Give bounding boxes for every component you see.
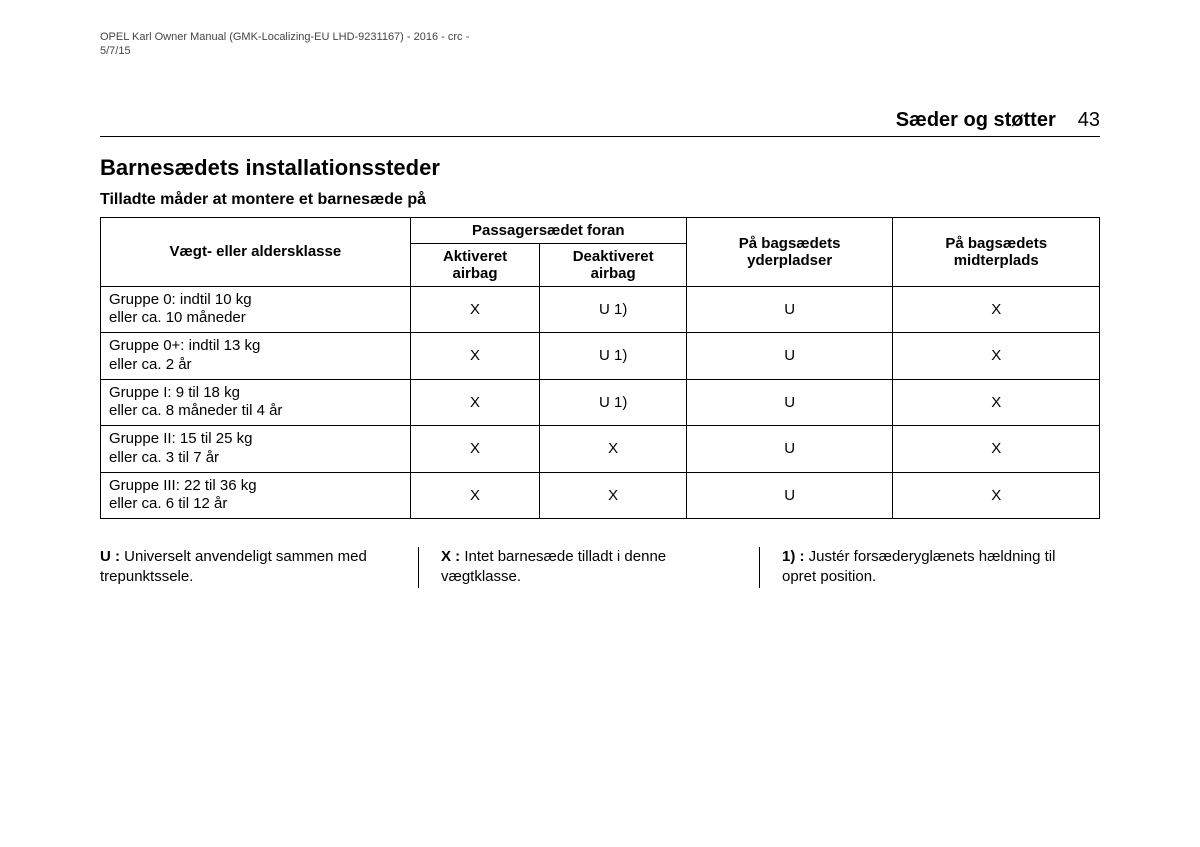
cell-rear-outer: U [686,379,893,426]
cell-airbag-off: X [540,472,686,519]
legend-x-key: X : [441,548,460,565]
th-rear-outer: På bagsædets yderpladser [686,217,893,286]
table-row: Gruppe II: 15 til 25 kg eller ca. 3 til … [101,426,1100,473]
legend-1-key: 1) : [782,548,805,565]
th-weight-class: Vægt- eller aldersklasse [101,217,411,286]
row-label: Gruppe I: 9 til 18 kg eller ca. 8 månede… [101,379,411,426]
cell-airbag-off: U 1) [540,333,686,380]
cell-airbag-on: X [410,286,540,333]
th-rear-center: På bagsædets midterplads [893,217,1100,286]
legend-x: X : Intet barnesæde tilladt i denne vægt… [418,547,759,588]
table-row: Gruppe 0: indtil 10 kg eller ca. 10 måne… [101,286,1100,333]
th-airbag-on: Aktiveret airbag [410,243,540,286]
cell-rear-center: X [893,286,1100,333]
page-number: 43 [1078,109,1100,132]
cell-rear-center: X [893,472,1100,519]
table-row: Gruppe I: 9 til 18 kg eller ca. 8 månede… [101,379,1100,426]
cell-airbag-on: X [410,426,540,473]
legend-1-text: Justér forsæderyglænets hældning til opr… [782,548,1055,585]
cell-rear-outer: U [686,286,893,333]
cell-rear-outer: U [686,472,893,519]
legend-u-text: Universelt anvendeligt sammen med trepun… [100,548,367,585]
legend-1: 1) : Justér forsæderyglænets hældning ti… [759,547,1100,588]
table-row: Gruppe III: 22 til 36 kg eller ca. 6 til… [101,472,1100,519]
row-label: Gruppe 0+: indtil 13 kg eller ca. 2 år [101,333,411,380]
main-heading: Barnesædets installationssteder [100,155,1100,181]
cell-rear-outer: U [686,333,893,380]
meta-line-1: OPEL Karl Owner Manual (GMK-Localizing-E… [100,30,1100,44]
cell-airbag-off: U 1) [540,379,686,426]
cell-rear-center: X [893,426,1100,473]
row-label: Gruppe II: 15 til 25 kg eller ca. 3 til … [101,426,411,473]
meta-line-2: 5/7/15 [100,44,1100,58]
row-label: Gruppe 0: indtil 10 kg eller ca. 10 måne… [101,286,411,333]
table-row: Gruppe 0+: indtil 13 kg eller ca. 2 år X… [101,333,1100,380]
cell-airbag-off: U 1) [540,286,686,333]
sub-heading: Tilladte måder at montere et barnesæde p… [100,191,1100,209]
cell-rear-center: X [893,333,1100,380]
cell-rear-outer: U [686,426,893,473]
legend-u: U : Universelt anvendeligt sammen med tr… [100,547,418,588]
page-header: Sæder og støtter 43 [100,109,1100,137]
legend-u-key: U : [100,548,120,565]
th-airbag-off: Deaktiveret airbag [540,243,686,286]
document-meta: OPEL Karl Owner Manual (GMK-Localizing-E… [100,30,1100,59]
cell-airbag-on: X [410,472,540,519]
cell-airbag-off: X [540,426,686,473]
table-body: Gruppe 0: indtil 10 kg eller ca. 10 måne… [101,286,1100,519]
cell-rear-center: X [893,379,1100,426]
legend: U : Universelt anvendeligt sammen med tr… [100,547,1100,588]
legend-x-text: Intet barnesæde tilladt i denne vægtklas… [441,548,666,585]
cell-airbag-on: X [410,379,540,426]
installation-table: Vægt- eller aldersklasse Passagersædet f… [100,217,1100,520]
th-front-passenger: Passagersædet foran [410,217,686,243]
cell-airbag-on: X [410,333,540,380]
document-page: OPEL Karl Owner Manual (GMK-Localizing-E… [0,0,1200,588]
row-label: Gruppe III: 22 til 36 kg eller ca. 6 til… [101,472,411,519]
section-title: Sæder og støtter [896,109,1056,132]
